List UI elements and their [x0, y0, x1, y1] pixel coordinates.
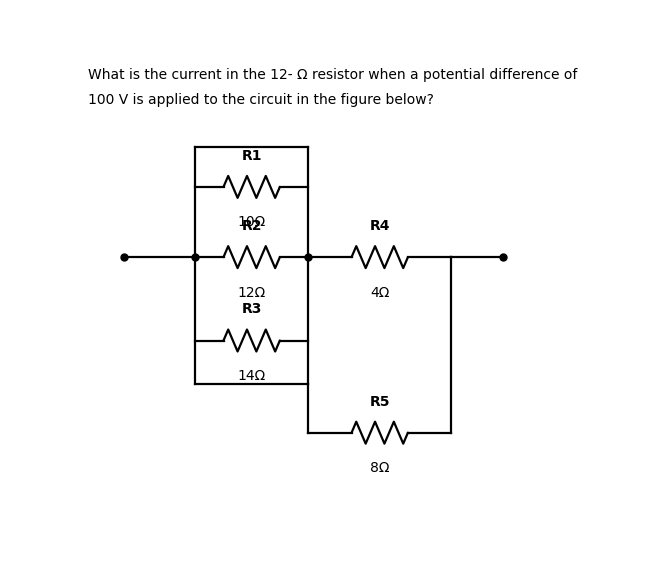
Text: R2: R2	[241, 219, 262, 233]
Text: R1: R1	[241, 149, 262, 163]
Text: R3: R3	[241, 302, 262, 316]
Text: R5: R5	[369, 394, 390, 409]
Text: 10Ω: 10Ω	[237, 215, 266, 230]
Text: What is the current in the 12- Ω resistor when a potential difference of: What is the current in the 12- Ω resisto…	[88, 68, 577, 83]
Text: 4Ω: 4Ω	[370, 286, 389, 300]
Text: 8Ω: 8Ω	[370, 461, 389, 475]
Text: 12Ω: 12Ω	[237, 286, 266, 300]
Text: 14Ω: 14Ω	[237, 369, 266, 383]
Text: 100 V is applied to the circuit in the figure below?: 100 V is applied to the circuit in the f…	[88, 93, 434, 107]
Text: R4: R4	[369, 219, 390, 233]
